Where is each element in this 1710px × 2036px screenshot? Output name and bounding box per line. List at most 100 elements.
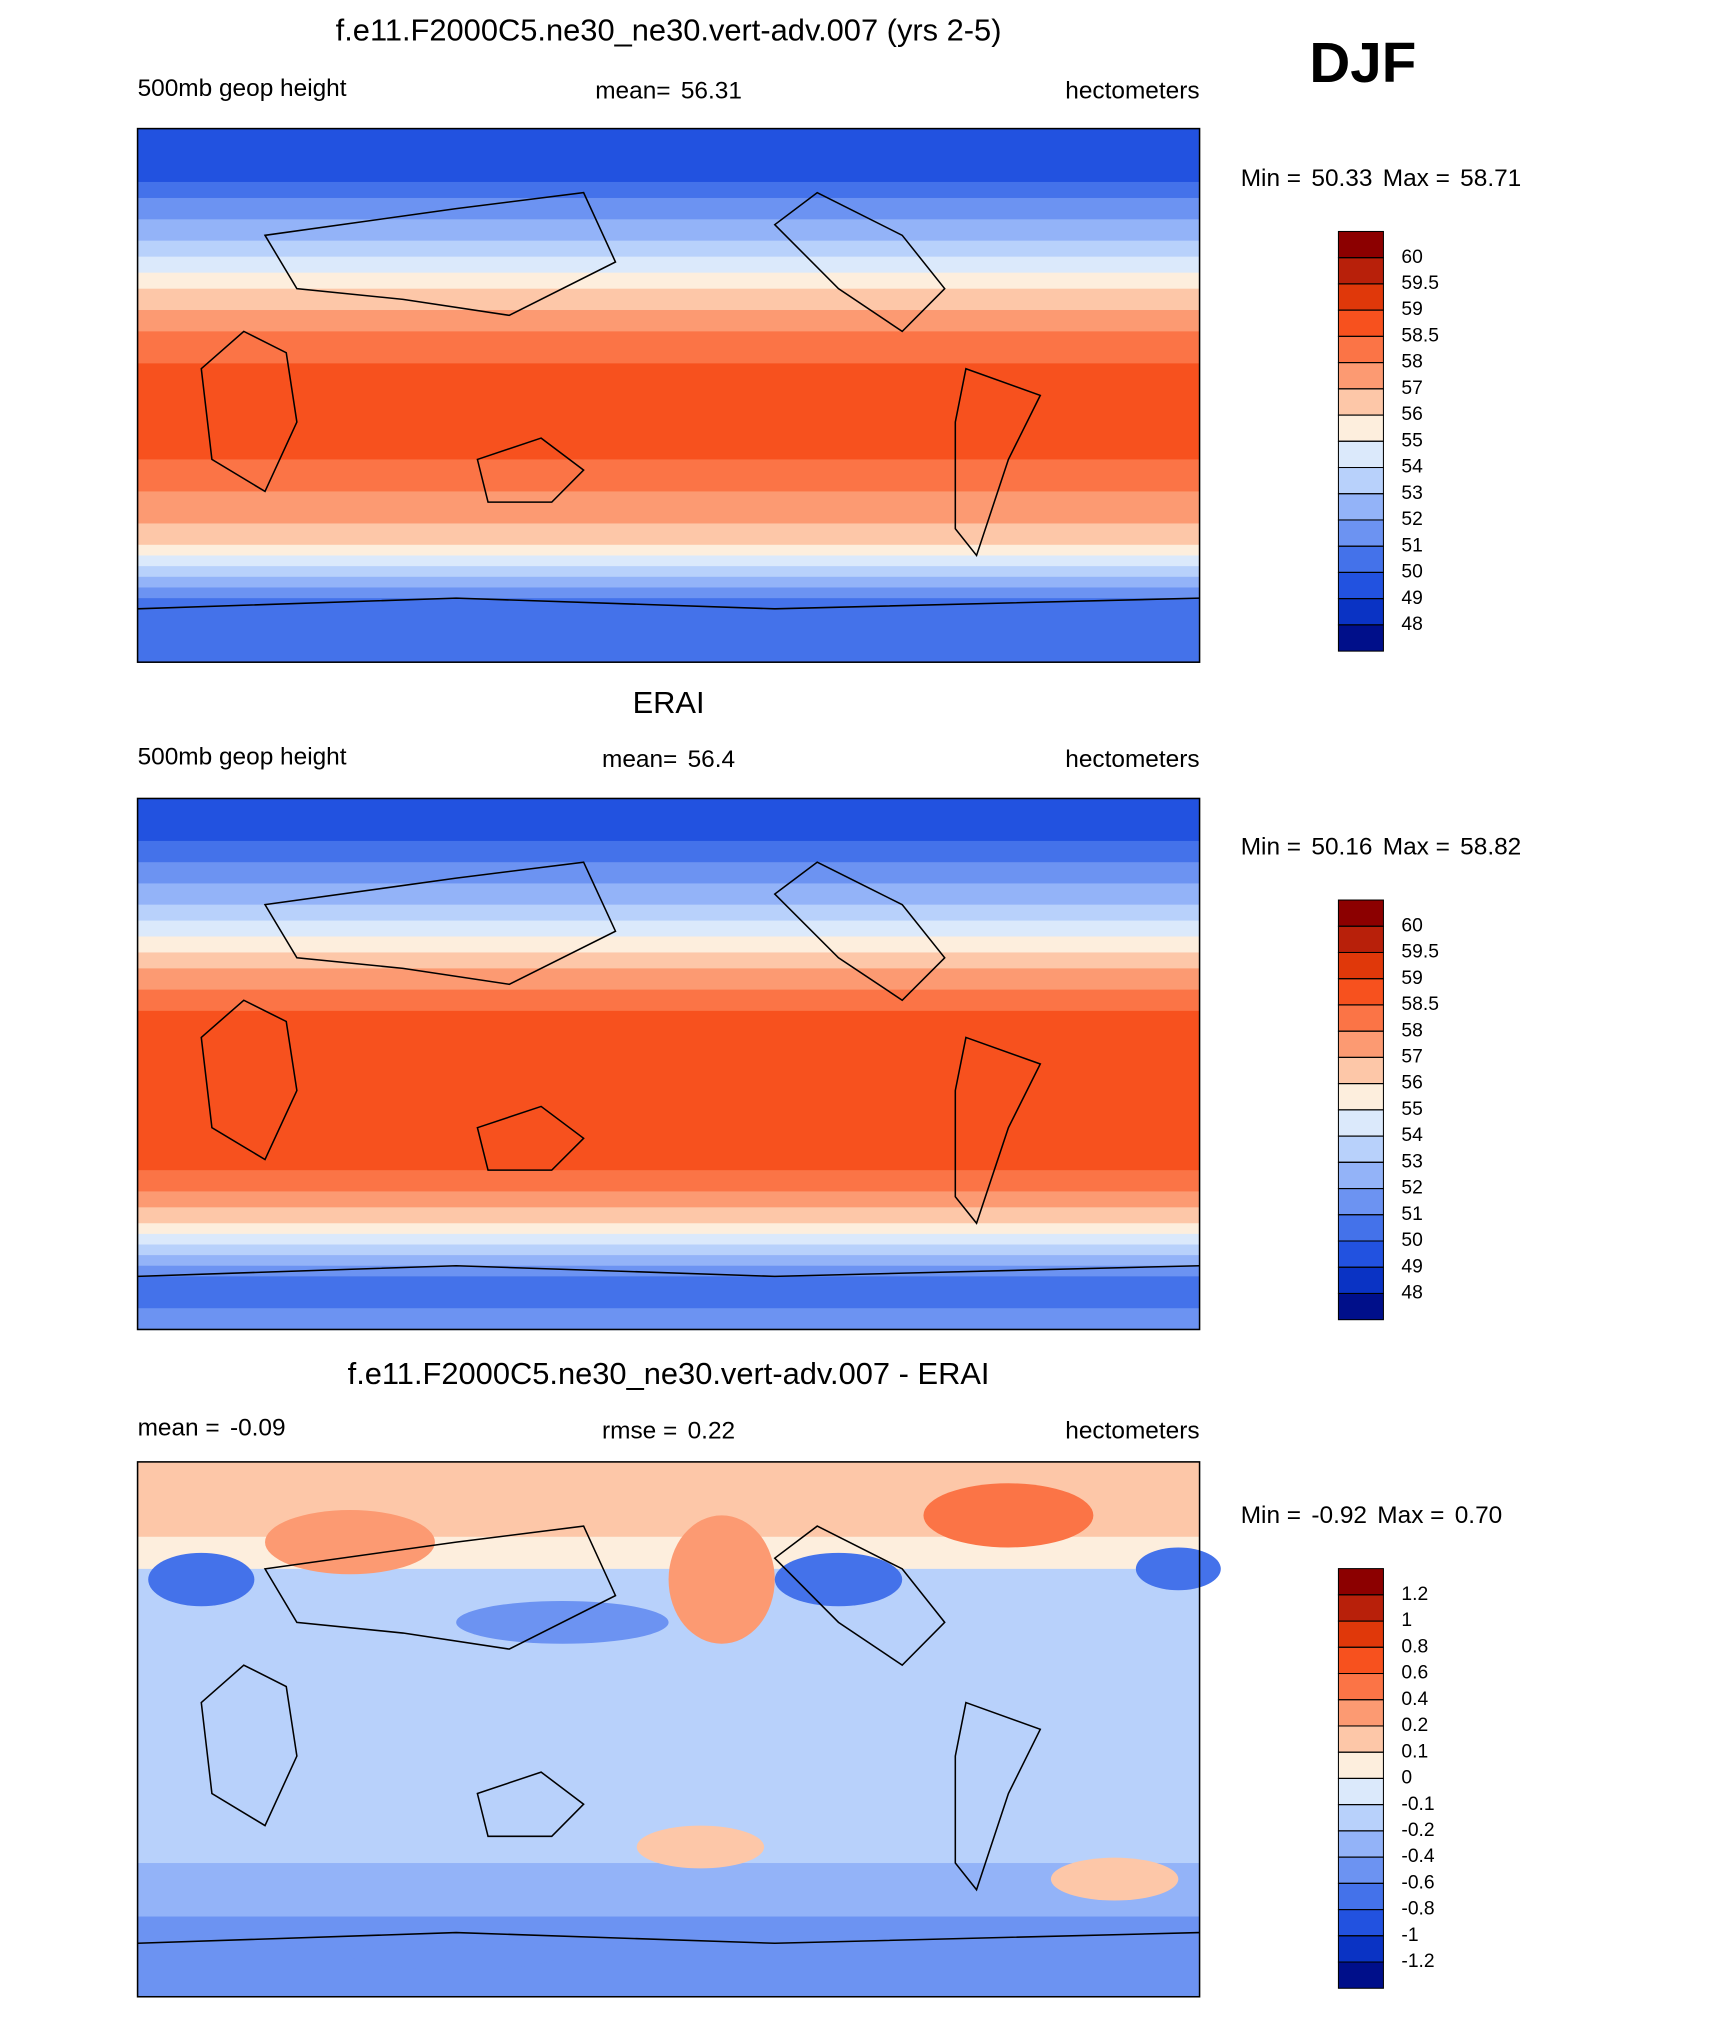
center-label-part: 0.22	[688, 1418, 736, 1445]
colorbar-swatch	[1337, 1804, 1384, 1832]
map-band	[137, 1170, 1200, 1193]
left-label: mean = -0.09	[138, 1415, 286, 1442]
coastline	[773, 191, 946, 333]
map-anomaly	[774, 1552, 903, 1607]
map-band	[137, 1265, 1200, 1278]
colorbar-swatch	[1337, 1725, 1384, 1753]
colorbar-label: 49	[1401, 1256, 1422, 1277]
left-label-part: -0.09	[230, 1415, 286, 1442]
coastline	[137, 1931, 1200, 1945]
min-max-label-part: 50.33	[1311, 165, 1372, 192]
map-band	[137, 555, 1200, 567]
min-max-label-part: Max =	[1383, 834, 1450, 861]
map-band	[137, 1916, 1200, 1998]
map-band	[137, 1255, 1200, 1267]
map-frame	[136, 1461, 1201, 1998]
map-band	[137, 1568, 1200, 1864]
colorbar-swatch	[1337, 257, 1384, 285]
colorbar-label: 57	[1401, 378, 1422, 399]
colorbar-label: 53	[1401, 1151, 1422, 1172]
colorbar-label: 59	[1401, 968, 1422, 989]
colorbar-label: 1.2	[1401, 1584, 1428, 1605]
colorbar-swatch	[1337, 519, 1384, 547]
colorbar-swatch	[1337, 414, 1384, 442]
coastline	[954, 1036, 1042, 1225]
map-band	[137, 968, 1200, 991]
colorbar-swatch	[1337, 1240, 1384, 1268]
colorbar-label: 54	[1401, 1125, 1423, 1146]
right-label-part: hectometers	[1065, 747, 1199, 774]
min-max-label-part: 58.71	[1460, 165, 1521, 192]
min-max-label: Min = 50.16 Max = 58.82	[1241, 834, 1522, 861]
colorbar-swatch	[1337, 1568, 1384, 1596]
colorbar-label: 53	[1401, 483, 1422, 504]
coastline	[200, 330, 298, 493]
map-anomaly	[148, 1552, 255, 1607]
colorbar-swatch	[1337, 1188, 1384, 1216]
colorbar-swatch	[1337, 978, 1384, 1006]
colorbar-label: -1	[1401, 1925, 1418, 1946]
map-band	[137, 566, 1200, 578]
colorbar-label: -0.6	[1401, 1872, 1434, 1893]
map-band	[137, 1010, 1200, 1171]
center-label: mean= 56.4	[602, 747, 735, 774]
map-band	[137, 331, 1200, 365]
right-label-part: hectometers	[1065, 78, 1199, 105]
coastline	[137, 597, 1200, 610]
colorbar-label: -1.2	[1401, 1951, 1434, 1972]
map-band	[137, 862, 1200, 885]
colorbar-label: 0.2	[1401, 1715, 1428, 1736]
map-band	[137, 197, 1200, 220]
map-band	[137, 459, 1200, 493]
map-anomaly	[636, 1825, 765, 1869]
left-label: 500mb geop height	[138, 744, 347, 771]
map-band	[137, 240, 1200, 258]
coastline	[263, 861, 617, 986]
map-band	[137, 310, 1200, 333]
colorbar-swatch	[1337, 1214, 1384, 1242]
colorbar-swatch	[1337, 230, 1384, 259]
colorbar-label: -0.2	[1401, 1820, 1434, 1841]
map-band	[137, 1233, 1200, 1246]
coastline	[773, 1525, 946, 1667]
min-max-label-part: 58.82	[1460, 834, 1521, 861]
colorbar-swatch	[1337, 388, 1384, 416]
colorbar-label: 49	[1401, 588, 1422, 609]
map-band	[137, 288, 1200, 311]
colorbar-swatch	[1337, 624, 1384, 652]
colorbar-swatch	[1337, 1882, 1384, 1911]
map-band	[137, 128, 1200, 183]
panel-title: f.e11.F2000C5.ne30_ne30.vert-adv.007 (yr…	[336, 12, 1002, 47]
right-label-part: hectometers	[1065, 1418, 1199, 1445]
colorbar-label: 50	[1401, 562, 1422, 583]
panel-title: ERAI	[633, 685, 705, 720]
map-band	[137, 256, 1200, 274]
map-band	[137, 952, 1200, 970]
colorbar-swatch	[1337, 1751, 1384, 1779]
left-label-part: mean =	[138, 1415, 220, 1442]
colorbar-swatch	[1337, 335, 1384, 364]
colorbar-swatch	[1337, 1935, 1384, 1963]
colorbar-swatch	[1337, 1856, 1384, 1884]
center-label: mean= 56.31	[595, 78, 742, 105]
colorbar-label: 59	[1401, 299, 1422, 320]
map-band	[137, 936, 1200, 954]
colorbar-label: 59.5	[1401, 942, 1438, 963]
colorbar-swatch	[1337, 1961, 1384, 1989]
coastline	[200, 1664, 298, 1827]
center-label-part: 56.31	[681, 78, 742, 105]
colorbar-label: 51	[1401, 1204, 1422, 1225]
center-label-part: mean=	[595, 78, 670, 105]
map-band	[137, 491, 1200, 525]
colorbar-label: 0.1	[1401, 1741, 1428, 1762]
map-band	[137, 1223, 1200, 1235]
colorbar-swatch	[1337, 1083, 1384, 1111]
colorbar-swatch	[1337, 362, 1384, 390]
map-band	[137, 272, 1200, 290]
map-anomaly	[1135, 1547, 1221, 1591]
center-label: rmse = 0.22	[602, 1418, 735, 1445]
min-max-label-part: 0.70	[1455, 1503, 1503, 1530]
min-max-label-part: Min =	[1241, 1503, 1301, 1530]
map-frame	[136, 127, 1201, 663]
colorbar-swatch	[1337, 1909, 1384, 1937]
